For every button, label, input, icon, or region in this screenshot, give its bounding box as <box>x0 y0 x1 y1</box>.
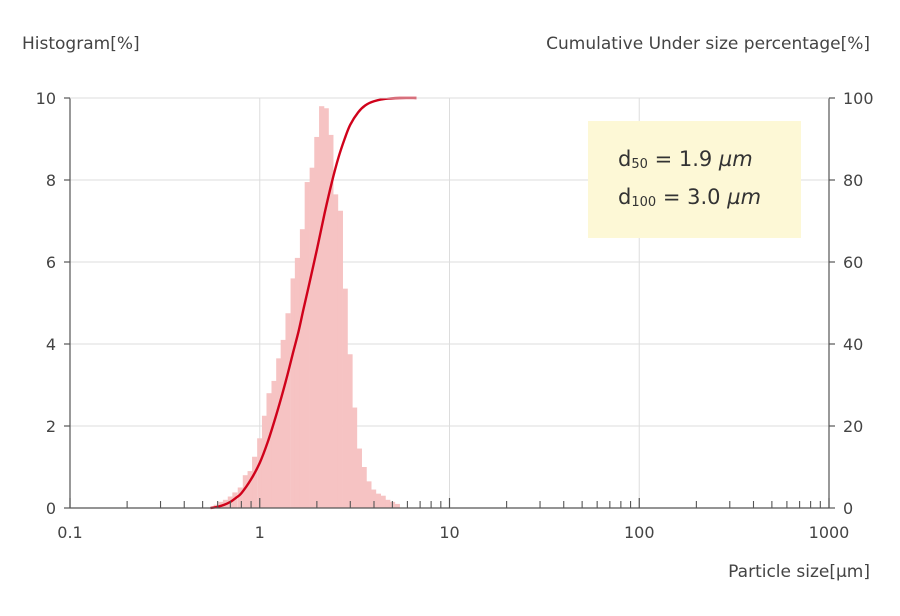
cumulative-curve <box>210 96 417 510</box>
y-tick-label-left: 10 <box>36 89 56 108</box>
histogram-bar <box>276 358 282 508</box>
d50-unit: µm <box>718 147 753 171</box>
histogram-bar <box>252 456 258 508</box>
d100-subscript: 100 <box>631 195 657 210</box>
y-tick-label-right: 40 <box>843 335 863 354</box>
y-tick-label-left: 2 <box>46 417 56 436</box>
histogram-bar <box>361 467 367 508</box>
histogram-bar <box>319 106 325 508</box>
histogram-bar <box>394 503 400 508</box>
y-tick-label-right: 100 <box>843 89 874 108</box>
histogram-bar <box>370 489 377 508</box>
histogram-bar <box>232 492 238 508</box>
histogram-bar <box>337 210 343 508</box>
y-tick-label-left: 8 <box>46 171 56 190</box>
x-tick-label: 10 <box>439 523 459 542</box>
x-tick-label: 0.1 <box>57 523 82 542</box>
y-tick-label-left: 6 <box>46 253 56 272</box>
d50-value: = 1.9 <box>647 147 719 171</box>
histogram-bar <box>328 134 334 508</box>
x-tick-label: 1 <box>255 523 265 542</box>
y-tick-label-left: 4 <box>46 335 56 354</box>
histogram-bar <box>261 415 268 508</box>
histogram-bar <box>290 278 296 508</box>
histogram-bar <box>257 438 263 508</box>
d50-symbol: d <box>618 147 632 171</box>
cumulative-curve-layer <box>210 96 417 510</box>
histogram-bar <box>294 257 301 508</box>
y-tick-label-right: 80 <box>843 171 863 190</box>
x-tick-label: 1000 <box>809 523 850 542</box>
y-tick-label-right: 60 <box>843 253 863 272</box>
annotation-box: d50 = 1.9 µm d100 = 3.0 µm <box>588 121 801 238</box>
d50-subscript: 50 <box>631 157 648 172</box>
histogram-bar <box>237 487 243 508</box>
y-axis-left-label: Histogram[%] <box>22 34 140 54</box>
histogram-bars <box>213 106 400 509</box>
d100-annotation: d100 = 3.0 µm <box>618 185 761 210</box>
histogram-bar <box>285 313 291 508</box>
y-tick-label-right: 0 <box>843 499 853 518</box>
x-axis-label: Particle size[µm] <box>728 562 870 582</box>
histogram-bar <box>314 136 320 508</box>
y-tick-label-right: 20 <box>843 417 863 436</box>
x-tick-label: 100 <box>624 523 655 542</box>
axes <box>64 97 835 509</box>
histogram-bar <box>299 229 306 508</box>
histogram-bar <box>385 499 391 508</box>
y-tick-label-left: 0 <box>46 499 56 518</box>
histogram-bar <box>247 471 253 508</box>
histogram-bar <box>332 194 339 508</box>
histogram-bar <box>356 448 362 508</box>
histogram-bar <box>280 339 286 508</box>
histogram-bar <box>323 108 329 508</box>
d100-symbol: d <box>618 185 632 209</box>
d50-annotation: d50 = 1.9 µm <box>618 147 753 172</box>
histogram-bar <box>351 407 358 508</box>
d100-value: = 3.0 <box>656 185 728 209</box>
histogram-bar <box>375 493 382 508</box>
histogram-bar <box>366 481 372 508</box>
d100-unit: µm <box>727 185 762 209</box>
y-axis-right-label: Cumulative Under size percentage[%] <box>546 34 870 54</box>
histogram-bar <box>266 393 272 508</box>
histogram-bar <box>347 354 353 508</box>
histogram-bar <box>271 380 277 508</box>
histogram-bar <box>342 288 348 508</box>
histogram-bar <box>309 167 315 508</box>
histogram-bar <box>304 182 310 509</box>
histogram-bar <box>242 475 248 508</box>
histogram-bar <box>380 495 386 508</box>
